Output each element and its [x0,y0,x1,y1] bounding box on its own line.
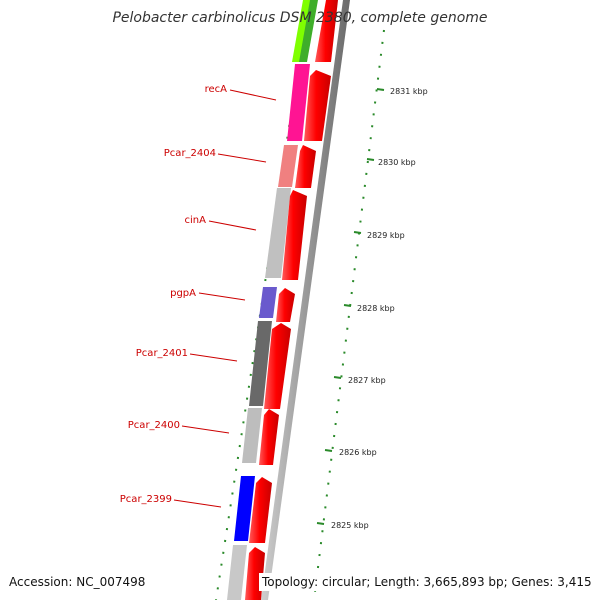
gene-label-Pcar_2404: Pcar_2404 [164,148,216,159]
leader-line-Pcar_2404 [217,153,267,163]
gene-block-Pcar_2404 [278,145,298,187]
tick-label-2827: 2827 kbp [348,376,386,385]
tick-mark-2826 [324,449,333,452]
topology-text: Topology: circular; Length: 3,665,893 bp… [259,573,595,591]
top-gene-feature [292,0,318,62]
gene-label-pgpA: pgpA [170,288,196,299]
gene-labels: recA Pcar_2404 cinA pgpA Pcar_2401 Pcar_… [120,84,277,508]
cds-arrow [249,477,272,543]
tick-mark-2831 [376,88,385,91]
leader-line-pgpA [198,292,246,301]
gene-label-Pcar_2399: Pcar_2399 [120,494,172,505]
cds-arrow [259,409,279,465]
gene-block-bottom [227,545,247,600]
leader-line-Pcar_2399 [173,499,222,508]
tick-label-2826: 2826 kbp [339,448,377,457]
cds-arrow [295,145,316,188]
map-title: Pelobacter carbinolicus DSM 2380, comple… [112,10,488,26]
tick-mark-2829 [353,231,362,234]
leader-line-recA [229,89,277,101]
backbone [261,0,350,600]
cds-arrow [304,70,331,141]
cds-arrow [282,190,307,280]
tick-mark-2828 [343,304,352,307]
accession-text: Accession: NC_007498 [6,573,149,591]
tick-mark-2825 [316,522,325,525]
gene-block-Pcar_2399 [234,476,255,541]
scale-ticks: 2831 kbp 2830 kbp 2829 kbp 2828 kbp 2827… [316,87,428,530]
tick-mark-2830 [366,158,375,161]
gene-label-Pcar_2400: Pcar_2400 [128,420,180,431]
tick-label-2830: 2830 kbp [378,158,416,167]
gene-block-recA [287,64,310,141]
cds-arrows [245,0,338,600]
gene-block-Pcar_2401 [249,321,272,406]
gene-blocks [227,64,310,600]
gene-label-cinA: cinA [185,215,207,226]
tick-mark-2827 [333,376,342,379]
gene-block-Pcar_2400 [242,408,262,463]
leader-line-cinA [208,220,257,231]
cds-arrow [315,0,338,62]
tick-label-2831: 2831 kbp [390,87,428,96]
tick-label-2825: 2825 kbp [331,521,369,530]
gene-block-pgpA [259,287,277,318]
gene-label-Pcar_2401: Pcar_2401 [136,348,188,359]
leader-line-Pcar_2401 [189,353,238,362]
tick-label-2829: 2829 kbp [367,231,405,240]
leader-line-Pcar_2400 [181,425,230,434]
gene-label-recA: recA [205,84,228,95]
cds-arrow [264,323,291,409]
tick-label-2828: 2828 kbp [357,304,395,313]
gene-block-cinA [265,188,291,278]
cds-arrow [276,288,295,322]
